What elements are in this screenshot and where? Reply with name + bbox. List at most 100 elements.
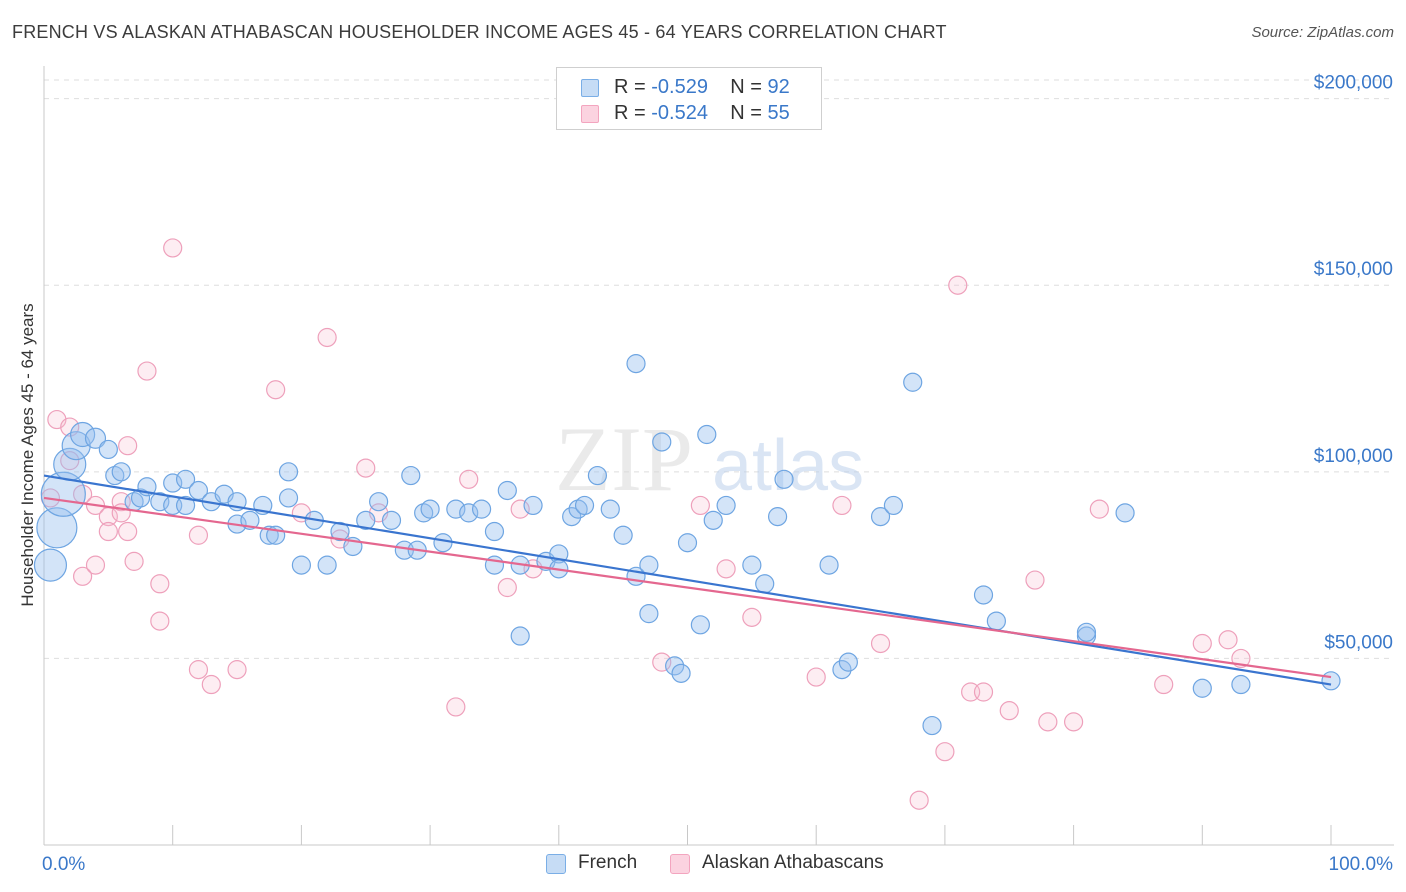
- legend-r-label: R =: [614, 102, 646, 124]
- french-point: [774, 469, 794, 489]
- french-point: [433, 533, 453, 553]
- alaskan-trend-line: [43, 496, 1332, 679]
- french-point: [484, 521, 505, 542]
- french-point: [574, 495, 595, 516]
- legend-alaskan-n: 55: [767, 102, 790, 124]
- alaskan-point: [716, 559, 736, 579]
- alaskan-point: [806, 667, 826, 687]
- alaskan-point: [1038, 712, 1058, 732]
- alaskan-point: [832, 495, 852, 516]
- alaskan-point: [1192, 633, 1212, 654]
- french-point: [278, 488, 299, 508]
- y-tick-label: $150,000: [1314, 259, 1393, 280]
- legend-label-french: French: [578, 852, 638, 873]
- french-point: [870, 507, 891, 527]
- legend-r-label: R =: [614, 76, 646, 98]
- legend-label-alaskan: Alaskan Athabascans: [702, 852, 884, 873]
- alaskan-point: [1025, 570, 1045, 590]
- french-point: [716, 495, 736, 516]
- axes: [43, 66, 1394, 846]
- legend-swatch-french: [546, 854, 566, 874]
- alaskan-point: [935, 742, 955, 762]
- french-point: [401, 465, 421, 486]
- alaskan-point: [1218, 630, 1238, 650]
- french-point: [703, 510, 723, 530]
- alaskan-points: [40, 238, 1251, 810]
- french-point: [587, 465, 608, 486]
- alaskan-point: [266, 380, 286, 400]
- legend-swatch-french: [581, 79, 599, 97]
- french-point: [381, 510, 402, 530]
- alaskan-point: [446, 697, 466, 717]
- french-point: [819, 555, 839, 575]
- french-point: [838, 652, 858, 672]
- french-point: [278, 462, 299, 482]
- french-point: [665, 656, 685, 676]
- french-point: [903, 372, 923, 392]
- legend-alaskan-r: -0.524: [651, 102, 708, 124]
- legend-french-n: 92: [767, 76, 790, 98]
- alaskan-point: [60, 451, 80, 471]
- french-point: [613, 525, 633, 545]
- french-point: [98, 439, 118, 460]
- alaskan-point: [73, 566, 93, 586]
- x-tick-label: 100.0%: [1329, 854, 1394, 875]
- alaskan-point: [118, 436, 138, 456]
- french-point: [690, 615, 710, 635]
- french-point: [671, 663, 691, 683]
- watermark-atlas: atlas: [712, 426, 864, 506]
- alaskan-point: [1089, 499, 1109, 519]
- alaskan-point: [909, 790, 929, 810]
- french-point: [697, 424, 717, 445]
- french-point: [356, 510, 376, 530]
- french-point: [36, 507, 78, 549]
- alaskan-point: [1154, 674, 1174, 695]
- source-label: Source: ZipAtlas.com: [1251, 24, 1394, 41]
- french-point: [175, 469, 196, 489]
- alaskan-point: [150, 574, 170, 594]
- french-point: [420, 499, 440, 519]
- alaskan-point: [85, 555, 106, 575]
- alaskan-point: [188, 660, 209, 680]
- french-point: [291, 555, 311, 575]
- alaskan-point: [870, 633, 891, 654]
- french-point: [369, 492, 389, 512]
- legend-french-r: -0.529: [651, 76, 708, 98]
- french-point: [600, 499, 620, 519]
- alaskan-point: [356, 458, 376, 478]
- french-point: [317, 555, 337, 575]
- french-point: [1321, 671, 1341, 691]
- watermark-zip: ZIP: [555, 408, 693, 510]
- french-point: [471, 499, 492, 519]
- alaskan-point: [690, 495, 710, 516]
- french-points: [33, 354, 1341, 736]
- french-point: [1115, 503, 1135, 523]
- stats-legend: R = -0.529 N = 92 R = -0.524 N = 55: [556, 67, 822, 130]
- trend-lines: [43, 474, 1332, 686]
- french-point: [626, 354, 646, 374]
- french-point: [767, 507, 788, 527]
- french-point: [562, 507, 582, 527]
- french-point: [523, 495, 543, 516]
- french-point: [510, 626, 530, 646]
- french-point: [40, 471, 86, 517]
- alaskan-point: [227, 660, 247, 680]
- french-point: [883, 495, 904, 516]
- alaskan-point: [188, 525, 209, 545]
- alaskan-point: [742, 607, 762, 627]
- french-point: [497, 480, 517, 501]
- y-tick-label: $50,000: [1324, 632, 1393, 653]
- french-point: [755, 574, 775, 594]
- alaskan-point: [317, 327, 337, 348]
- french-point: [742, 555, 762, 575]
- tick-labels: $50,000 $100,000 $150,000 $200,000 0.0% 100.0…: [42, 73, 1393, 875]
- x-tick-label: 0.0%: [42, 854, 85, 875]
- legend-swatch-alaskan: [581, 105, 599, 123]
- y-tick-label: $100,000: [1314, 446, 1393, 467]
- alaskan-point: [150, 611, 170, 631]
- alaskan-point: [118, 521, 138, 542]
- french-point: [639, 604, 659, 624]
- french-point: [973, 585, 994, 605]
- watermark: ZIP atlas: [555, 408, 864, 510]
